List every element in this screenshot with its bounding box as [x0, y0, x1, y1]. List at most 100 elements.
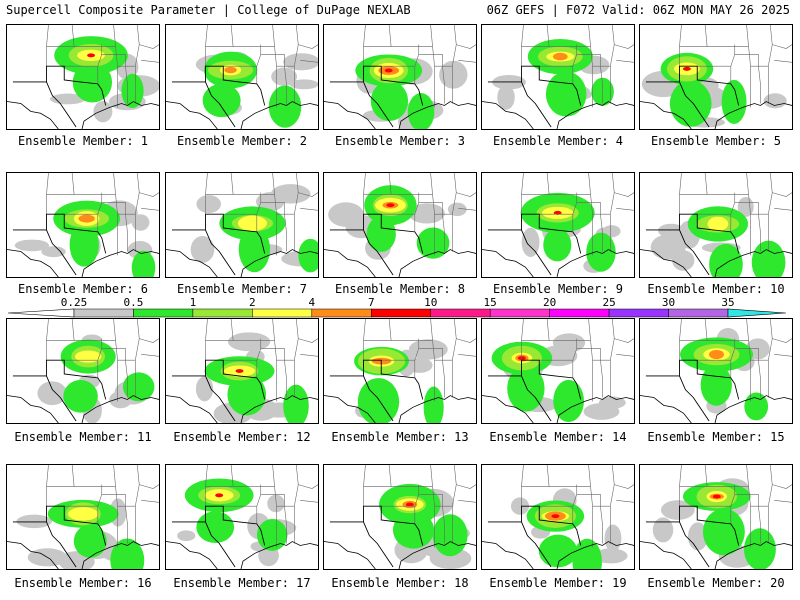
scp-contour-fill — [190, 236, 215, 263]
scp-contour-fill — [384, 68, 393, 73]
scp-field-map — [324, 25, 476, 129]
scp-contour-fill — [510, 497, 530, 515]
colorbar-segment — [252, 308, 313, 318]
ensemble-member-label: Ensemble Member: 16 — [14, 576, 152, 590]
ensemble-map-panel — [323, 318, 477, 424]
ensemble-map-panel — [481, 318, 635, 424]
coastline — [166, 395, 318, 423]
texas-border — [487, 213, 582, 276]
texas-border — [171, 65, 266, 128]
state-boundaries — [679, 25, 792, 108]
coastline — [640, 541, 792, 569]
scp-field-map — [166, 25, 318, 129]
scp-contour-fill — [392, 511, 435, 549]
state-boundaries — [679, 173, 792, 256]
scp-contour-fill — [37, 381, 67, 406]
texas-border — [645, 65, 740, 128]
colorbar-tick-label: 7 — [368, 296, 375, 309]
ensemble-member-label: Ensemble Member: 8 — [334, 282, 466, 296]
scp-contour-fill — [227, 373, 267, 416]
ensemble-member-label: Ensemble Member: 4 — [492, 134, 624, 148]
scp-contour-fill — [177, 530, 196, 542]
scp-contour-fill — [74, 350, 102, 363]
state-boundaries — [205, 319, 318, 402]
scp-contour-fill — [702, 508, 745, 556]
state-boundaries — [521, 465, 634, 548]
coastline — [166, 249, 318, 277]
ensemble-member-label: Ensemble Member: 3 — [334, 134, 466, 148]
scp-contour-fill — [407, 93, 435, 129]
scp-contour-fill — [744, 528, 776, 569]
texas-border — [487, 65, 582, 128]
coastline — [166, 101, 318, 129]
scp-contour-fill — [709, 349, 725, 360]
texas-border — [329, 65, 424, 128]
ensemble-map-panel — [323, 464, 477, 570]
scp-contour-fill — [586, 232, 616, 272]
colorbar-segment — [549, 308, 610, 318]
texas-border — [12, 359, 107, 422]
texas-border — [645, 213, 740, 276]
colorbar-tick-label: 35 — [721, 296, 734, 309]
scp-field-map — [324, 173, 476, 277]
ensemble-member-label: Ensemble Member: 15 — [647, 430, 785, 444]
scp-contour-fill — [593, 548, 628, 564]
colorbar-segment — [133, 308, 194, 318]
scp-contour-fill — [238, 226, 271, 273]
scp-contour-fill — [93, 100, 113, 123]
scp-contour-fill — [658, 223, 685, 238]
scp-field-map — [166, 319, 318, 423]
ensemble-map-panel — [6, 172, 160, 278]
state-boundaries — [205, 173, 318, 256]
scp-contour-fill — [202, 83, 241, 118]
scp-contour-fill — [652, 517, 674, 543]
scp-contour-fill — [423, 386, 444, 423]
scp-contour-fill — [700, 364, 732, 406]
texas-border — [329, 359, 424, 422]
scp-contour-fill — [298, 238, 318, 273]
texas-border — [12, 213, 107, 276]
scp-contour-fill — [405, 502, 414, 507]
colorbar-segment — [430, 308, 491, 318]
scp-field-map — [7, 25, 159, 129]
texas-border — [645, 359, 740, 422]
colorbar-under-arrow — [7, 308, 75, 318]
state-boundaries — [679, 319, 792, 402]
texas-border — [171, 359, 266, 422]
colorbar: 0.25 0.5 1 2 4 7 10 15 20 25 30 35 — [7, 296, 787, 318]
colorbar-segment — [73, 308, 134, 318]
scp-field-map — [7, 465, 159, 569]
scp-field-map — [166, 173, 318, 277]
scp-field-map — [7, 319, 159, 423]
scp-contour-fill — [283, 384, 309, 423]
ensemble-map-panel — [323, 24, 477, 130]
colorbar-tick-label: 0.5 — [124, 296, 144, 309]
scp-contour-fill — [386, 203, 395, 208]
state-boundaries — [363, 319, 476, 402]
texas-border — [487, 359, 582, 422]
coastline — [324, 101, 476, 129]
scp-contour-fill — [553, 52, 568, 61]
scp-contour-fill — [572, 538, 602, 569]
scp-field-map — [324, 465, 476, 569]
scp-contour-fill — [538, 534, 578, 568]
scp-contour-fill — [707, 216, 729, 232]
ensemble-map-panel — [165, 24, 319, 130]
scp-contour-fill — [122, 372, 155, 402]
coastline — [482, 101, 634, 129]
state-boundaries — [521, 25, 634, 108]
scp-contour-fill — [497, 84, 515, 110]
coastline — [7, 541, 159, 569]
ensemble-member-label: Ensemble Member: 2 — [176, 134, 308, 148]
ensemble-map-panel — [6, 464, 160, 570]
ensemble-map-panel — [6, 24, 160, 130]
colorbar-segment — [489, 308, 550, 318]
scp-field-map — [482, 173, 634, 277]
colorbar-segment — [371, 308, 431, 318]
scp-contour-fill — [196, 195, 222, 214]
scp-contour-fill — [227, 332, 271, 352]
coastline — [166, 541, 318, 569]
colorbar-tick-label: 10 — [424, 296, 437, 309]
state-boundaries — [521, 173, 634, 256]
scp-contour-fill — [14, 239, 50, 252]
